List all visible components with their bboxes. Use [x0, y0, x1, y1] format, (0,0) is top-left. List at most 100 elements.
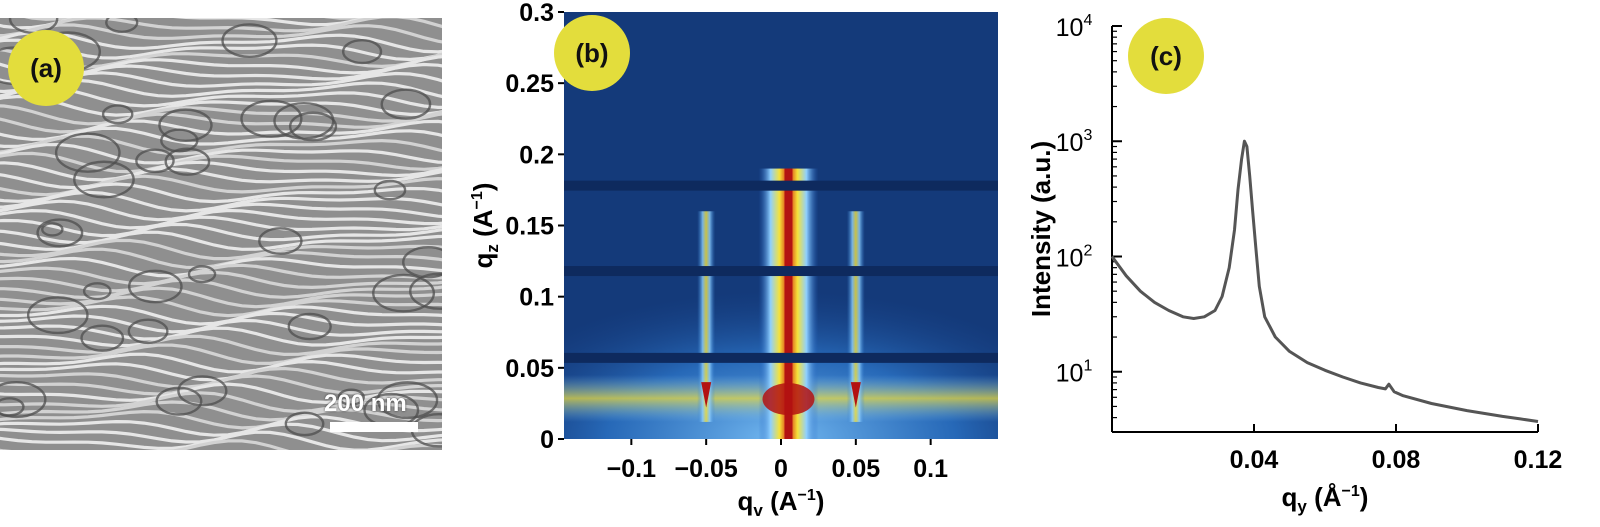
lamella-loop	[187, 265, 217, 284]
beam-stop-glare	[762, 383, 815, 416]
panel-b-label: (b)	[575, 38, 608, 68]
intensity-chart: 101 102 103 104 0.04 0.08 0.12 qy (Å−1) Intensit…	[1030, 12, 1563, 516]
lamella-loop	[373, 179, 407, 201]
panel-c-label: (c)	[1150, 41, 1182, 71]
y-tick-label: 0.25	[505, 70, 554, 98]
lamella-stripe	[0, 112, 442, 134]
x-tick-label: 0.08	[1372, 446, 1421, 474]
bragg-rod	[697, 211, 716, 422]
lamella-loop	[273, 101, 335, 140]
x-tick-label: −0.05	[675, 455, 738, 483]
lamella-loop	[284, 411, 325, 437]
lamella-loop	[54, 132, 121, 173]
x-axis-label: qy (Å−1)	[1282, 482, 1369, 516]
lamella-stripe	[0, 382, 442, 405]
y-tick-label: 0.05	[505, 355, 554, 383]
x-tick-label: 0.05	[831, 455, 880, 483]
x-axis-label: qv (A−1)	[738, 486, 825, 520]
gisaxs-chart: 0 0.05 0.1 0.15 0.2 0.25 0.3 −0.1 −0.05 0 0.05 0.1 q…	[470, 0, 998, 520]
micrograph-image	[0, 18, 442, 450]
lamella-stripe	[0, 190, 442, 213]
lamella-loop	[160, 128, 199, 153]
lamella-loop	[240, 99, 303, 138]
lamella-loop	[258, 227, 303, 255]
lamella-loop	[164, 147, 211, 176]
lamella-stripe	[0, 151, 442, 174]
lamella-loop	[135, 148, 175, 174]
lamella-stripe	[0, 295, 442, 318]
lamella-loop	[287, 312, 332, 341]
x-tick-label: −0.1	[607, 455, 656, 483]
lamella-stripe	[0, 104, 442, 126]
lamella-stripe	[0, 134, 442, 156]
lamella-stripe	[0, 230, 442, 251]
y-tick-label: 101	[1056, 358, 1093, 388]
y-tick-label: 103	[1056, 127, 1093, 157]
lamella-loop	[177, 375, 228, 407]
lamella-stripe	[0, 208, 442, 230]
y-tick-label: 104	[1056, 12, 1093, 42]
lamella-stripe	[0, 238, 442, 261]
lamella-loop	[221, 23, 278, 58]
x-tick-label: 0.12	[1514, 446, 1563, 474]
lamella-loop	[105, 18, 139, 34]
lamella-loop	[409, 272, 442, 310]
lamella-stripe	[0, 142, 442, 165]
lamella-stripe	[0, 167, 442, 190]
lamella-stripe	[0, 400, 442, 422]
lamella-stripe	[0, 263, 442, 286]
lamella-loop	[376, 381, 439, 420]
lamella-stripe	[0, 343, 442, 366]
lamella-stripe	[0, 430, 442, 450]
micrograph-panel: (a) 200 nm	[0, 18, 442, 450]
lamella-loop	[127, 269, 183, 304]
lamella-loop	[337, 388, 365, 406]
x-tick-label: 0.04	[1230, 446, 1279, 474]
lamella-loop	[158, 108, 213, 143]
lamella-loop	[341, 39, 383, 65]
x-tick-label: 0.1	[913, 455, 948, 483]
y-tick-label: 0.2	[519, 141, 554, 169]
lamella-loop	[101, 104, 134, 125]
lamella-stripe	[0, 318, 442, 341]
bragg-rod	[846, 211, 865, 422]
lamella-stripe	[0, 439, 442, 450]
lamella-stripe	[0, 352, 442, 374]
y-axis-label: qz (A−1)	[470, 183, 502, 269]
lamella-loop	[288, 111, 338, 142]
lamella-loop	[402, 246, 442, 279]
panel-b-badge	[554, 15, 630, 91]
lamella-stripe	[0, 374, 442, 396]
panel-c-badge	[1128, 18, 1204, 94]
lamella-stripe	[0, 359, 442, 382]
y-axis-label: Intensity (a.u.)	[1030, 141, 1056, 317]
lamella-loop	[73, 160, 135, 199]
y-tick-label: 102	[1056, 242, 1093, 272]
y-tick-label: 0	[540, 426, 554, 454]
lamella-loop	[127, 318, 169, 345]
bragg-peak	[701, 382, 712, 408]
detector-gap	[564, 180, 998, 191]
lamella-stripe	[0, 222, 442, 245]
lamella-loop	[36, 218, 84, 248]
bragg-peak	[850, 382, 861, 408]
scale-bar	[330, 422, 418, 432]
lamella-stripe	[0, 334, 442, 357]
panel-a-label: (a)	[8, 30, 84, 106]
lamella-loop	[155, 386, 203, 416]
y-tick-label: 0.3	[519, 0, 554, 27]
intensity-series-line	[1110, 139, 1539, 423]
lamella-loop	[26, 296, 89, 335]
x-tick-label: 0	[774, 455, 788, 483]
lamella-loop	[0, 380, 47, 419]
lamella-stripe	[0, 326, 442, 348]
lamella-loop	[41, 222, 64, 237]
lamella-loop	[80, 324, 125, 352]
detector-gap	[564, 266, 998, 277]
scale-bar-label: 200 nm	[324, 390, 407, 417]
lamella-stripe	[0, 160, 442, 182]
lamella-stripe	[0, 174, 442, 197]
lamella-stripe	[0, 247, 442, 270]
lamella-loop	[372, 273, 436, 313]
lamella-stripe	[0, 215, 442, 238]
